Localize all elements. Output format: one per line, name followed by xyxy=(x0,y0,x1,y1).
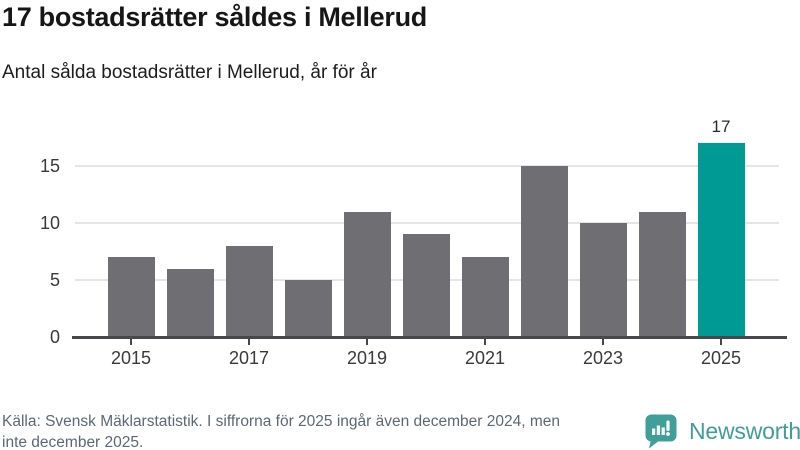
bar-2017 xyxy=(225,245,273,337)
source-note: Källa: Svensk Mäklarstatistik. I siffror… xyxy=(2,411,647,450)
y-gridline xyxy=(75,165,779,167)
bar-2023 xyxy=(579,223,627,337)
y-axis-label: 5 xyxy=(49,270,60,290)
bar-2018 xyxy=(284,280,332,337)
chart-subtitle: Antal sålda bostadsrätter i Mellerud, år… xyxy=(2,62,377,83)
newsworthy-logo: Newsworthy xyxy=(644,413,800,449)
x-axis-tick xyxy=(130,339,132,345)
y-axis-label: 15 xyxy=(39,156,60,176)
x-axis-label: 2019 xyxy=(346,348,388,368)
x-axis-label: 2015 xyxy=(110,348,152,368)
source-note-line1: Källa: Svensk Mäklarstatistik. I siffror… xyxy=(2,413,560,430)
y-gridline xyxy=(75,222,779,224)
x-axis-label: 2021 xyxy=(464,348,506,368)
bar-2019 xyxy=(343,211,391,337)
x-axis-tick xyxy=(720,339,722,345)
x-axis-line xyxy=(72,336,787,339)
x-axis-tick xyxy=(484,339,486,345)
page-title: 17 bostadsrätter såldes i Mellerud xyxy=(2,2,427,32)
x-axis-label: 2023 xyxy=(582,348,624,368)
x-axis-tick xyxy=(248,339,250,345)
x-axis-tick xyxy=(602,339,604,345)
x-axis-label: 2025 xyxy=(700,348,742,368)
bar-2015 xyxy=(107,257,155,337)
bar-2016 xyxy=(166,268,214,337)
bar-2025 xyxy=(697,143,745,337)
newsworthy-logo-text: Newsworthy xyxy=(689,417,800,444)
bar-2021 xyxy=(461,257,509,337)
bar-value-label: 17 xyxy=(711,117,731,137)
y-axis-label: 10 xyxy=(39,213,60,233)
x-axis-label: 2017 xyxy=(228,348,270,368)
y-axis-label: 0 xyxy=(49,327,60,347)
newsworthy-bubble-chart-icon xyxy=(645,414,677,449)
source-note-line2: inte december 2025. xyxy=(2,434,144,450)
x-axis-tick xyxy=(366,339,368,345)
bar-2022 xyxy=(520,166,568,337)
bar-2020 xyxy=(402,234,450,337)
bar-2024 xyxy=(638,211,686,337)
